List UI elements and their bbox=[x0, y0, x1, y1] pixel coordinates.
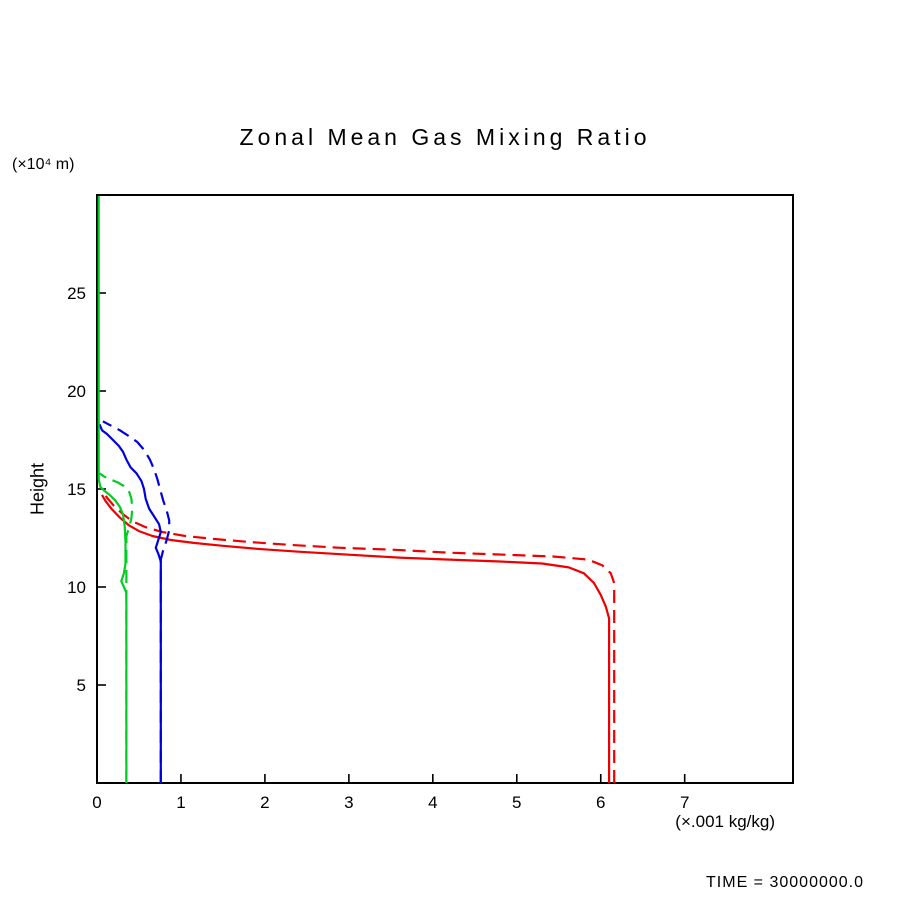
time-annotation: TIME = 30000000.0 bbox=[706, 874, 864, 891]
series-blue-dashed bbox=[102, 420, 171, 783]
series-blue-solid bbox=[98, 423, 162, 783]
x-tick-label: 0 bbox=[92, 793, 101, 812]
chart-title: Zonal Mean Gas Mixing Ratio bbox=[239, 124, 651, 150]
series-red-dashed bbox=[102, 491, 616, 783]
y-tick-label: 20 bbox=[67, 382, 86, 401]
plot-frame bbox=[96, 194, 794, 784]
series-red-solid bbox=[101, 494, 611, 783]
y-tick-label: 5 bbox=[77, 676, 86, 695]
y-axis-unit-label: (×10⁴ m) bbox=[12, 156, 75, 173]
series-green-dashed bbox=[98, 472, 134, 783]
x-tick-label: 7 bbox=[680, 793, 689, 812]
x-tick-label: 1 bbox=[176, 793, 185, 812]
series-green-solid bbox=[97, 196, 128, 783]
y-tick-label: 15 bbox=[67, 480, 86, 499]
x-tick-label: 3 bbox=[344, 793, 353, 812]
x-tick-label: 6 bbox=[596, 793, 605, 812]
y-tick-label: 25 bbox=[67, 284, 86, 303]
x-axis-unit-label: (×.001 kg/kg) bbox=[675, 812, 775, 831]
x-tick-label: 5 bbox=[512, 793, 521, 812]
y-tick-label: 10 bbox=[67, 578, 86, 597]
x-tick-label: 2 bbox=[260, 793, 269, 812]
x-tick-label: 4 bbox=[428, 793, 437, 812]
